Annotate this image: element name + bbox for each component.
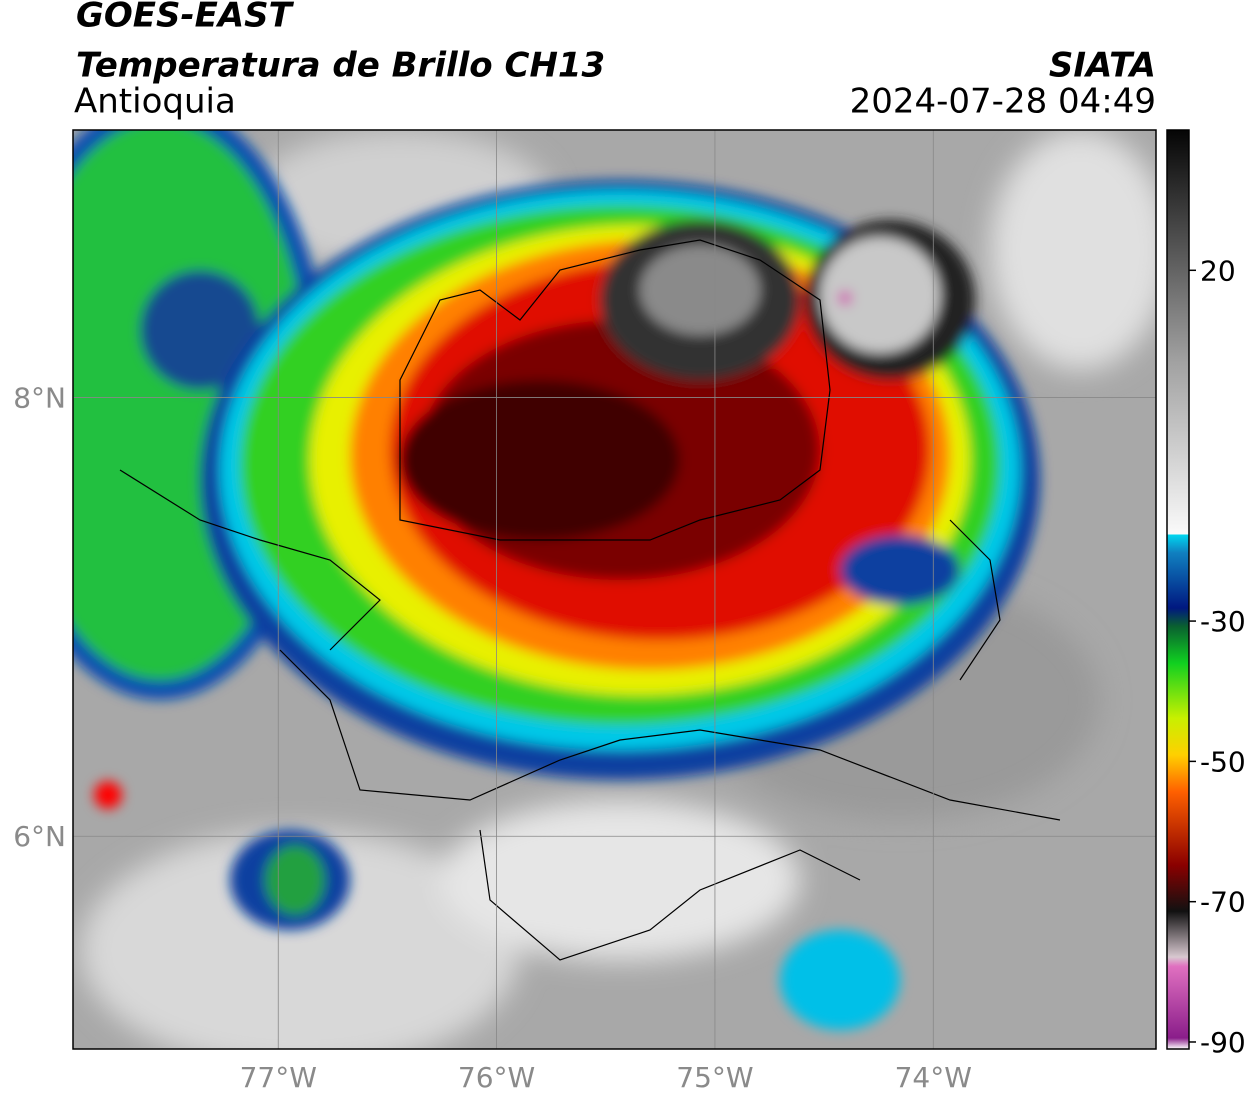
colorbar (1166, 129, 1190, 1050)
source: SIATA (1049, 46, 1156, 86)
colorbar-tick-label: -50 (1200, 745, 1246, 778)
product: Temperatura de Brillo CH13 (76, 46, 605, 86)
map-frame (72, 129, 1157, 1050)
colorbar-tick-label: 20 (1200, 254, 1236, 287)
imagery (73, 130, 1156, 1049)
satellite: GOES-EAST (76, 0, 295, 36)
colorbar-tick-label: -90 (1200, 1026, 1246, 1059)
colorbar-tick-label: -70 (1200, 886, 1246, 919)
colorbar-tick-label: -30 (1200, 605, 1246, 638)
x-tick-label: 77°W (240, 1061, 317, 1094)
region: Antioquia (74, 82, 236, 122)
x-tick-label: 76°W (458, 1061, 535, 1094)
y-tick-label: 8°N (13, 382, 66, 415)
y-tick-label: 6°N (13, 820, 66, 853)
datetime: 2024-07-28 04:49 (850, 82, 1156, 122)
x-tick-label: 75°W (676, 1061, 753, 1094)
x-tick-label: 74°W (895, 1061, 972, 1094)
